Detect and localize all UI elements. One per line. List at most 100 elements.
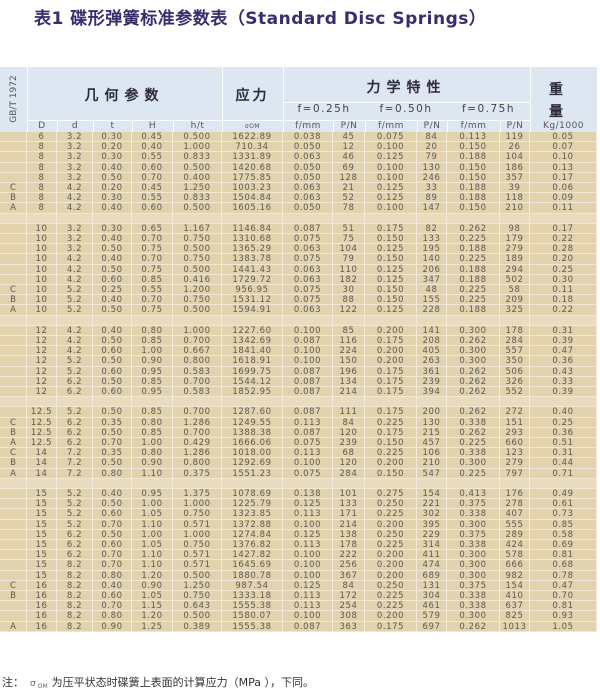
table-cell: 0.200 [365, 550, 417, 561]
table-cell: 0.85 [132, 336, 173, 347]
table-cell: 1.286 [173, 417, 222, 428]
table-cell: 0.667 [173, 346, 222, 357]
grade-label [0, 499, 27, 510]
table-cell: 0.075 [283, 285, 333, 296]
table-row: 15 8.2 0.80 1.20 0.500 1880.78 0.100 367 0.200 68… [0, 570, 597, 581]
table-cell: 10 [27, 264, 57, 275]
table-cell: 0.75 [132, 305, 173, 316]
table-cell: 0.85 [530, 519, 597, 530]
table-cell: 88 [333, 295, 365, 306]
table-cell: 0.800 [173, 458, 222, 469]
table-cell: 0.050 [283, 203, 333, 214]
table-cell: 0.225 [365, 540, 417, 551]
table-cell: 1372.88 [222, 519, 283, 530]
table-cell: 0.09 [530, 193, 597, 204]
grade-label [0, 244, 27, 255]
group-separator [0, 315, 597, 326]
table-cell: 8.2 [57, 591, 93, 602]
table-row: B 14 7.2 0.50 0.90 0.800 1292.69 0.100 120 0.200 2… [0, 458, 597, 469]
table-cell: 15 [27, 499, 57, 510]
table-cell: 1146.84 [222, 223, 283, 234]
table-cell: 0.225 [447, 234, 500, 245]
table-row: B 10 5.2 0.40 0.70 0.750 1531.12 0.075 88 0.150 15… [0, 295, 597, 306]
table-cell: 394 [417, 387, 447, 398]
table-cell: 141 [417, 325, 447, 336]
grade-label [0, 376, 27, 387]
column-header: Kg/1000 [542, 121, 585, 131]
table-cell: 0.500 [173, 162, 222, 173]
table-cell: 304 [417, 591, 447, 602]
table-cell: 0.087 [283, 427, 333, 438]
table-cell: 0.150 [447, 203, 500, 214]
table-cell: 3.2 [57, 162, 93, 173]
table-cell: 176 [500, 489, 530, 500]
table-cell: 0.50 [93, 244, 132, 255]
table-cell: 557 [500, 346, 530, 357]
table-cell: 1.250 [173, 183, 222, 194]
table-cell: 224 [333, 346, 365, 357]
table-cell: 0.30 [93, 152, 132, 163]
table-cell: 0.60 [93, 366, 132, 377]
table-cell: 0.063 [283, 264, 333, 275]
table-row: 15 5.2 0.70 1.10 0.571 1372.88 0.100 214 0.200 39… [0, 519, 597, 530]
table-cell: 0.175 [365, 336, 417, 347]
table-cell: 15 [27, 540, 57, 551]
table-row: 12 6.2 0.60 0.95 0.583 1852.95 0.087 214 0.175 39… [0, 387, 597, 398]
table-cell: 8 [27, 203, 57, 214]
table-cell: 0.70 [93, 550, 132, 561]
column-header: σOM [244, 123, 261, 130]
table-cell: 0.700 [173, 336, 222, 347]
f050-heading: f=0.50h [379, 103, 433, 115]
table-cell: 1618.91 [222, 356, 283, 367]
table-cell: 0.175 [365, 427, 417, 438]
table-cell: 196 [333, 366, 365, 377]
table-cell: 0.225 [365, 509, 417, 520]
table-cell: 302 [417, 509, 447, 520]
table-cell: 138 [333, 529, 365, 540]
table-cell: 0.31 [530, 448, 597, 459]
grade-label [0, 356, 27, 367]
table-cell: 326 [500, 376, 530, 387]
table-cell: 407 [500, 509, 530, 520]
table-cell: 4.2 [57, 274, 93, 285]
table-cell: 1.20 [132, 611, 173, 622]
table-cell: 0.583 [173, 387, 222, 398]
table-cell: 0.39 [530, 387, 597, 398]
table-cell: 30 [333, 285, 365, 296]
table-cell: 246 [417, 172, 447, 183]
table-cell: 0.338 [447, 448, 500, 459]
column-header: f/mm [460, 121, 487, 131]
table-cell: 0.063 [283, 274, 333, 285]
table-cell: 79 [333, 254, 365, 265]
f025-heading: f=0.25h [297, 103, 351, 115]
mechanics-heading: 力学特性 [366, 80, 447, 96]
table-cell: 1880.78 [222, 570, 283, 581]
table-cell: 210 [500, 203, 530, 214]
table-cell: 16 [27, 611, 57, 622]
table-cell: 0.125 [283, 499, 333, 510]
table-row: 6 3.2 0.30 0.45 0.500 1622.89 0.038 45 0.075 84 0.… [0, 132, 597, 143]
table-cell: 0.150 [365, 285, 417, 296]
table-row: 10 4.2 0.60 0.85 0.416 1729.72 0.063 182 0.125 34… [0, 274, 597, 285]
table-cell: 116 [333, 336, 365, 347]
table-cell: 0.375 [447, 529, 500, 540]
table-row: 10 4.2 0.40 0.70 0.750 1383.78 0.075 79 0.150 140… [0, 254, 597, 265]
table-cell: 0.500 [173, 305, 222, 316]
table-cell: 0.087 [283, 387, 333, 398]
table-cell: 272 [500, 407, 530, 418]
table-cell: 0.700 [173, 407, 222, 418]
table-cell: 1388.38 [222, 427, 283, 438]
table-cell: 0.300 [447, 611, 500, 622]
table-cell: 0.49 [530, 489, 597, 500]
table-cell: 0.087 [283, 336, 333, 347]
table-cell: 0.300 [447, 570, 500, 581]
table-cell: 15 [27, 550, 57, 561]
table-cell: 0.389 [173, 621, 222, 632]
table-cell: 0.60 [93, 509, 132, 520]
table-cell: 10 [27, 244, 57, 255]
table-cell: 0.100 [283, 611, 333, 622]
table-cell: 0.150 [447, 172, 500, 183]
grade-label: C [0, 417, 27, 428]
table-cell: 1852.95 [222, 387, 283, 398]
table-cell: 0.113 [447, 132, 500, 143]
